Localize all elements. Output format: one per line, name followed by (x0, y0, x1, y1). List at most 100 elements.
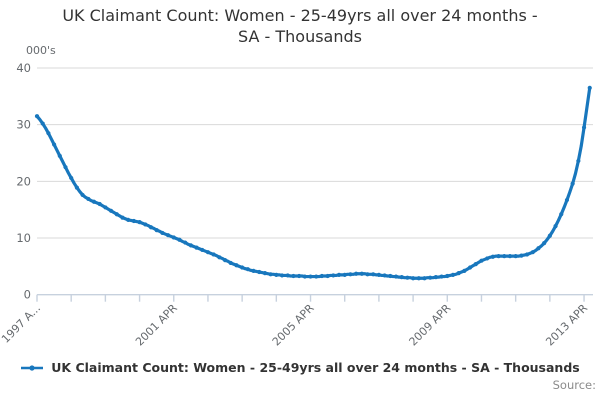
data-point-marker (274, 272, 279, 277)
data-point-marker (439, 274, 444, 279)
legend: UK Claimant Count: Women - 25-49yrs all … (0, 360, 600, 375)
data-point-marker (496, 254, 501, 259)
data-point-marker (314, 274, 319, 279)
data-point-marker (485, 256, 490, 261)
data-point-marker (428, 275, 433, 280)
data-point-marker (188, 243, 193, 248)
data-point-marker (479, 258, 484, 263)
data-point-marker (467, 265, 473, 270)
data-point-marker (46, 131, 51, 136)
data-point-marker (177, 237, 182, 242)
data-point-marker (165, 233, 171, 238)
data-point-marker (336, 272, 342, 277)
data-point-marker (519, 253, 524, 258)
data-point-marker (490, 254, 495, 259)
legend-label: UK Claimant Count: Women - 25-49yrs all … (51, 360, 580, 375)
data-point-marker (365, 272, 370, 277)
legend-line-marker (21, 364, 44, 371)
data-point-marker (576, 158, 581, 164)
data-series-line (35, 86, 592, 280)
data-point-marker (268, 272, 273, 277)
data-point-marker (126, 217, 131, 222)
x-tick-label: 2009 APR (407, 301, 454, 348)
data-point-marker (183, 240, 188, 245)
data-point-marker (245, 267, 250, 272)
data-point-marker (456, 271, 461, 276)
data-point-marker (131, 218, 136, 224)
data-point-marker (143, 222, 148, 227)
data-point-marker (240, 265, 245, 270)
y-tick-label: 10 (16, 231, 31, 245)
data-point-marker (376, 272, 381, 277)
x-tick-label: 2005 APR (270, 301, 317, 348)
data-point-marker (120, 215, 125, 220)
data-point-marker (228, 260, 233, 266)
data-point-marker (302, 274, 307, 279)
data-point-marker (291, 273, 296, 279)
data-point-marker (91, 199, 97, 204)
data-point-marker (416, 276, 421, 281)
y-tick-label: 40 (16, 61, 31, 75)
data-point-marker (285, 273, 290, 278)
data-point-marker (154, 227, 159, 233)
data-point-marker (536, 246, 541, 251)
data-point-marker (103, 205, 108, 210)
data-point-marker (97, 201, 102, 207)
data-point-marker (331, 273, 336, 278)
data-point-marker (422, 276, 427, 281)
data-point-marker (502, 254, 507, 259)
data-point-marker (348, 272, 353, 277)
data-point-marker (148, 225, 154, 230)
data-point-marker (200, 247, 205, 253)
data-point-marker (559, 212, 564, 217)
data-point-marker (570, 181, 575, 186)
data-point-marker (211, 252, 216, 257)
data-point-marker (371, 272, 376, 277)
data-point-marker (114, 212, 119, 217)
data-point-marker (234, 263, 239, 268)
data-point-marker (108, 208, 114, 213)
data-point-marker (342, 272, 347, 277)
y-tick-label: 30 (16, 118, 31, 132)
data-point-marker (513, 254, 518, 259)
data-point-marker (433, 275, 438, 280)
data-point-marker (473, 262, 478, 267)
data-point-marker (319, 273, 325, 279)
data-point-marker (399, 275, 404, 280)
x-tick-label: 2013 APR (543, 301, 590, 348)
source-label: Source: (552, 378, 596, 392)
data-point-marker (547, 233, 552, 238)
data-point-marker (530, 250, 535, 255)
chart-title: UK Claimant Count: Women - 25-49yrs all … (0, 5, 600, 47)
data-point-marker (262, 271, 268, 276)
data-point-marker (279, 273, 285, 278)
data-point-marker (553, 224, 558, 229)
data-point-marker (388, 273, 393, 279)
data-point-marker (359, 271, 364, 276)
y-tick-label: 20 (16, 174, 31, 188)
data-point-marker (205, 250, 211, 255)
chart-title-line1: UK Claimant Count: Women - 25-49yrs all … (62, 6, 538, 25)
data-point-marker (171, 235, 176, 240)
data-point-marker (297, 273, 302, 279)
data-point-marker (63, 165, 68, 170)
data-point-marker (74, 185, 79, 190)
data-point-marker (382, 273, 387, 278)
data-point-marker (564, 197, 570, 203)
data-point-marker (57, 153, 62, 158)
data-point-marker (194, 245, 199, 250)
data-point-marker (251, 268, 256, 273)
data-point-marker (507, 254, 513, 259)
data-point-marker (308, 274, 313, 279)
data-point-marker (257, 269, 262, 275)
data-point-marker (405, 275, 410, 280)
data-point-marker (137, 220, 142, 225)
data-point-marker (52, 142, 57, 147)
x-tick-label: 1997 A... (0, 302, 43, 346)
chart-title-line2: SA - Thousands (238, 27, 362, 47)
data-point-marker (542, 241, 547, 246)
data-point-marker (445, 273, 450, 279)
data-point-marker (40, 121, 45, 126)
y-tick-label: 0 (24, 288, 31, 302)
